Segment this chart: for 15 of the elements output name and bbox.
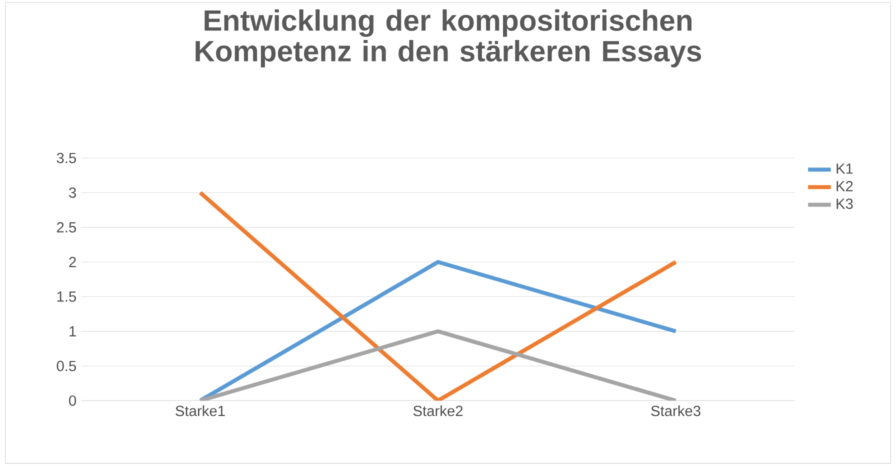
legend-label: K1 bbox=[836, 164, 853, 174]
y-tick-label: 0.5 bbox=[56, 360, 76, 372]
y-tick-label: 1 bbox=[70, 326, 76, 336]
x-tick-label: Starke1 bbox=[176, 405, 225, 416]
y-tick-label: 3.5 bbox=[56, 152, 76, 164]
x-tick-label: Starke3 bbox=[651, 405, 700, 416]
y-tick-label: 3 bbox=[69, 187, 76, 198]
x-tick-label: Starke2 bbox=[413, 405, 463, 416]
chart-title: Entwicklung der kompositorischen Kompetenz in den stärkeren Essays bbox=[196, 9, 702, 68]
legend-label: K3 bbox=[836, 198, 853, 209]
y-tick-label: 2 bbox=[69, 256, 76, 268]
y-tick-label: 2.5 bbox=[56, 222, 76, 233]
y-tick-label: 0 bbox=[69, 395, 76, 406]
y-tick-label: 1.5 bbox=[57, 292, 76, 302]
legend-label: K2 bbox=[836, 181, 853, 192]
